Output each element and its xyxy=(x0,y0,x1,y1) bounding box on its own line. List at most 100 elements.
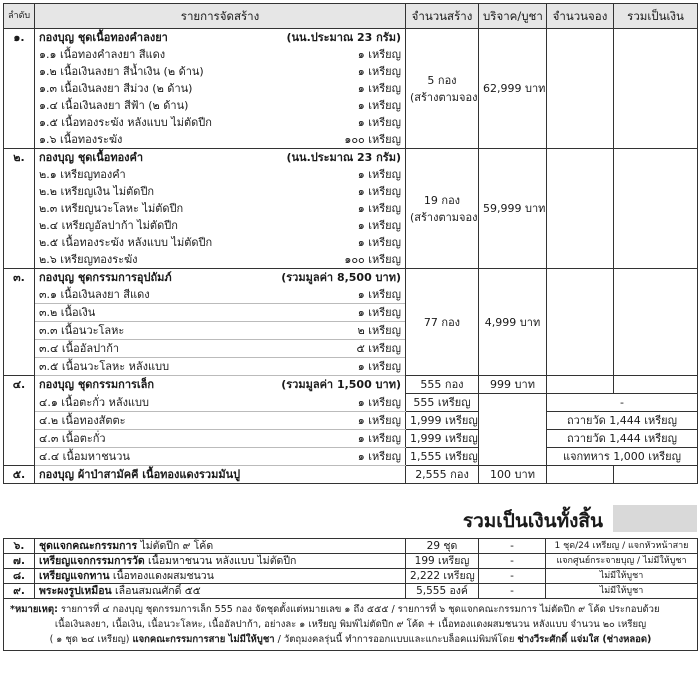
total-cell xyxy=(613,28,698,149)
list-item: ๓.๑ เนื้อเงินลงยา สีแดง ๑ เหรียญ xyxy=(4,286,698,304)
item-cell: ๒.๓ เหรียญนวะโลหะ ไม่ตัดปีก ๑ เหรียญ xyxy=(34,200,406,217)
item-cell: ๓.๓ เนื้อนวะโลหะ ๒ เหรียญ xyxy=(34,321,406,340)
item-quantity: 555 เหรียญ xyxy=(405,393,479,412)
total-cell xyxy=(613,375,698,394)
total-cell xyxy=(613,465,698,484)
extra-title-cell: ชุดแจกคณะกรรมการ ไม่ตัดปีก ๙ โค้ด xyxy=(34,538,406,554)
group-title: กองบุญ ชุดเนื้อทองคำ (นน.ประมาณ 23 กรัม) xyxy=(39,149,401,166)
footnote-segment: *หมายเหตุ: xyxy=(10,604,58,615)
list-item: ๒.๓ เหรียญนวะโลหะ ไม่ตัดปีก ๑ เหรียญ xyxy=(4,200,698,217)
item-quantity: 1,999 เหรียญ xyxy=(405,429,479,448)
group-title-cell: กองบุญ ชุดเนื้อทองคำ (นน.ประมาณ 23 กรัม) xyxy=(34,148,406,166)
item-quantity: 1,999 เหรียญ xyxy=(405,411,479,430)
item-note: ถวายวัด 1,444 เหรียญ xyxy=(546,429,698,448)
item-number: ๗. xyxy=(3,553,35,569)
quantity-note: (สร้างตามจอง) xyxy=(410,90,479,104)
item-cell: ๒.๑ เหรียญทองคำ ๑ เหรียญ xyxy=(34,166,406,183)
item-number: ๖. xyxy=(3,538,35,554)
footnote-segment: / วัตถุมงคลรุ่นนี้ ทำการออกแบบและแกะบล็อ… xyxy=(274,634,518,645)
item-cell: ๓.๔ เนื้ออัลปาก้า ๕ เหรียญ xyxy=(34,339,406,358)
group-weight-note: (รวมมูลค่า 1,500 บาท) xyxy=(281,378,401,392)
item-label: ๑.๓ เนื้อเงินลงยา สีม่วง (๒ ด้าน) xyxy=(39,82,193,95)
item-count: ๑ เหรียญ xyxy=(357,236,401,249)
item-line: ๑.๖ เนื้อทองระฆัง ๑๐๐ เหรียญ xyxy=(39,131,401,148)
item-label: ๑.๕ เนื้อทองระฆัง หลังแบบ ไม่ตัดปีก xyxy=(39,116,212,129)
extras-table: ๖. ชุดแจกคณะกรรมการ ไม่ตัดปีก ๙ โค้ด 29 ชุ… xyxy=(3,538,698,651)
item-cell: ๑.๖ เนื้อทองระฆัง ๑๐๐ เหรียญ xyxy=(34,131,406,149)
note: แจกศูนย์กระจายบุญ / ไม่มีให้บูชา xyxy=(545,553,698,569)
item-count: ๑ เหรียญ xyxy=(357,360,401,373)
item-count: ๑ เหรียญ xyxy=(357,82,401,95)
item-count: ๑ เหรียญ xyxy=(357,306,401,319)
item-note: ถวายวัด 1,444 เหรียญ xyxy=(546,411,698,430)
item-line: ๒.๖ เหรียญทองระฆัง ๑๐๐ เหรียญ xyxy=(39,251,401,268)
note: 1 ชุด/24 เหรียญ / แจกหัวหน้าสาย xyxy=(545,538,698,554)
extra-title-cell: พระผงรูปเหมือน เลื่อนสมณศักดิ์ ๕๕ xyxy=(34,583,406,599)
extra-title-rest: เนื้อทองแดงผสมชนวน xyxy=(112,570,214,582)
list-item: ๒.๑ เหรียญทองคำ ๑ เหรียญ xyxy=(4,166,698,183)
item-label: ๔.๔ เนื้อมหาชนวน xyxy=(39,450,130,463)
header-total: รวมเป็นเงิน xyxy=(613,3,698,29)
item-quantity: 1,555 เหรียญ xyxy=(405,447,479,466)
item-label: ๔.๒ เนื้อทองสัตตะ xyxy=(39,414,126,427)
group-row: ๔. กองบุญ ชุดกรรมการเล็ก (รวมมูลค่า 1,500 … xyxy=(3,375,698,466)
group-row: ๑. กองบุญ ชุดเนื้อทองคำลงยา (นน.ประมาณ 23 … xyxy=(3,28,698,149)
item-count: ๑ เหรียญ xyxy=(357,414,401,427)
item-cell: ๑.๕ เนื้อทองระฆัง หลังแบบ ไม่ตัดปีก ๑ เหร… xyxy=(34,114,406,131)
item-label: ๓.๒ เนื้อเงิน xyxy=(39,306,96,319)
group-title: กองบุญ ผ้าป่าสามัคคี เนื้อทองแดงรวมมันปู xyxy=(39,467,401,483)
item-cell: ๒.๕ เนื้อทองระฆัง หลังแบบ ไม่ตัดปีก ๑ เหร… xyxy=(34,234,406,251)
item-cell: ๑.๓ เนื้อเงินลงยา สีม่วง (๒ ด้าน) ๑ เหรีย… xyxy=(34,80,406,97)
footnote-segment: เนื้อเงินลงยา, เนื้อเงิน, เนื้อนวะโลหะ, … xyxy=(54,619,647,630)
footnote-line: ( ๑ ชุด ๒๔ เหรียญ) แจกคณะกรรมการสาย ไม่ม… xyxy=(10,632,691,647)
list-item: ๑.๒ เนื้อเงินลงยา สีน้ำเงิน (๒ ด้าน) ๑ เห… xyxy=(4,63,698,80)
quantity: 2,555 กอง xyxy=(415,468,469,481)
item-cell: ๒.๖ เหรียญทองระฆัง ๑๐๐ เหรียญ xyxy=(34,251,406,269)
item-count: ๑ เหรียญ xyxy=(357,288,401,301)
quantity-note: (สร้างตามจอง) xyxy=(410,210,479,224)
note: ไม่มีให้บูชา xyxy=(545,583,698,599)
footnote-segment: ช่างวีระศักดิ์ แจ่มใส (ช่างหลอด) xyxy=(517,634,652,645)
list-item: ๔.๑ เนื้อตะกั่ว หลังแบบ๑ เหรียญ 555 เหรีย… xyxy=(4,393,698,466)
item-line: ๓.๕ เนื้อนวะโลหะ หลังแบบ ๑ เหรียญ xyxy=(39,358,401,375)
header-item: รายการจัดสร้าง xyxy=(34,3,406,29)
item-label: ๑.๔ เนื้อเงินลงยา สีฟ้า (๒ ด้าน) xyxy=(39,99,189,112)
item-label: ๓.๔ เนื้ออัลปาก้า xyxy=(39,342,120,355)
item-label: ๓.๑ เนื้อเงินลงยา สีแดง xyxy=(39,288,150,301)
item-line: ๒.๔ เหรียญอัลปาก้า ไม่ตัดปีก ๑ เหรียญ xyxy=(39,217,401,234)
item-line: ๒.๑ เหรียญทองคำ ๑ เหรียญ xyxy=(39,166,401,183)
header-no: ลำดับ xyxy=(3,3,35,29)
item-cell: ๓.๕ เนื้อนวะโลหะ หลังแบบ ๑ เหรียญ xyxy=(34,357,406,376)
header-price: บริจาค/บูชา xyxy=(478,3,547,29)
item-cell: ๑.๑ เนื้อทองคำลงยา สีแดง ๑ เหรียญ xyxy=(34,46,406,63)
item-count: ๑ เหรียญ xyxy=(357,185,401,198)
item-count: ๑๐๐ เหรียญ xyxy=(344,133,401,146)
item-line: ๔.๓ เนื้อตะกั่ว ๑ เหรียญ xyxy=(39,430,401,447)
footnote: *หมายเหตุ: รายการที่ ๔ กองบุญ ชุดกรรมการ… xyxy=(3,598,698,651)
quantity-cell: 5 กอง (สร้างตามจอง) xyxy=(405,28,479,149)
list-item: ๓.๒ เนื้อเงิน ๑ เหรียญ xyxy=(4,303,698,322)
price: 59,999 บาท xyxy=(478,148,547,269)
total-cell xyxy=(613,268,698,376)
group-title-cell: กองบุญ ชุดกรรมการเล็ก (รวมมูลค่า 1,500 บา… xyxy=(34,375,406,394)
extra-title-rest: เนื้อมหาชนวน หลังแบบ ไม่ตัดปีก xyxy=(148,555,297,567)
list-item: ๓.๓ เนื้อนวะโลหะ ๒ เหรียญ xyxy=(4,321,698,340)
list-item: ๑.๕ เนื้อทองระฆัง หลังแบบ ไม่ตัดปีก ๑ เหร… xyxy=(4,114,698,131)
group-title: กองบุญ ชุดกรรมการเล็ก (รวมมูลค่า 1,500 บา… xyxy=(39,377,401,394)
reserve-cell xyxy=(546,148,614,269)
list-item: ๑.๔ เนื้อเงินลงยา สีฟ้า (๒ ด้าน) ๑ เหรียญ xyxy=(4,97,698,114)
item-line: ๔.๑ เนื้อตะกั่ว หลังแบบ ๑ เหรียญ xyxy=(39,394,401,411)
extra-row: ๗. เหรียญแจกกรรมการวัด เนื้อมหาชนวน หลังแ… xyxy=(3,553,698,569)
item-count: ๑ เหรียญ xyxy=(357,450,401,463)
list-item: ๓.๔ เนื้ออัลปาก้า ๕ เหรียญ xyxy=(4,339,698,358)
item-line: ๒.๒ เหรียญเงิน ไม่ตัดปีก ๑ เหรียญ xyxy=(39,183,401,200)
price: - xyxy=(478,553,546,569)
footnote-segment: รายการที่ ๔ กองบุญ ชุดกรรมการเล็ก 555 กอ… xyxy=(57,604,660,615)
extra-row: ๖. ชุดแจกคณะกรรมการ ไม่ตัดปีก ๙ โค้ด 29 ชุ… xyxy=(3,538,698,554)
item-cell: ๑.๒ เนื้อเงินลงยา สีน้ำเงิน (๒ ด้าน) ๑ เห… xyxy=(34,63,406,80)
group-weight-note: (รวมมูลค่า 8,500 บาท) xyxy=(281,271,401,284)
item-label: ๒.๖ เหรียญทองระฆัง xyxy=(39,253,138,266)
list-item: ๑.๑ เนื้อทองคำลงยา สีแดง ๑ เหรียญ xyxy=(4,46,698,63)
grand-total-field[interactable] xyxy=(613,505,697,532)
item-count: ๑ เหรียญ xyxy=(357,219,401,232)
